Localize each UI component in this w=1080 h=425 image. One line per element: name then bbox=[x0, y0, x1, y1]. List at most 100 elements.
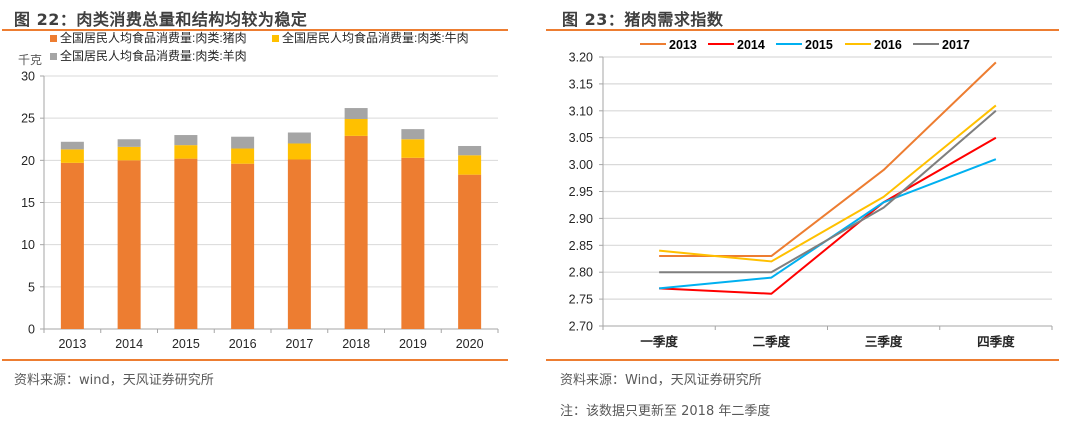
y-tick-label: 2.70 bbox=[569, 320, 593, 334]
bar-stack-2018 bbox=[344, 108, 368, 329]
legend-label: 全国居民人均食品消费量:肉类:牛肉 bbox=[282, 30, 469, 45]
legend-label: 全国居民人均食品消费量:肉类:猪肉 bbox=[60, 30, 247, 45]
chart-legend: 全国居民人均食品消费量:肉类:猪肉 全国居民人均食品消费量:肉类:牛肉全国居民人均… bbox=[50, 30, 469, 63]
bar-stack-2015 bbox=[174, 135, 198, 329]
y-tick-label: 3.20 bbox=[569, 51, 593, 65]
figure-22-panel: 图 22：肉类消费总量和结构均较为稳定 全国居民人均食品消费量:肉类:猪肉 全国居… bbox=[2, 10, 508, 388]
bar-segment bbox=[60, 141, 84, 150]
bar-stack-2019 bbox=[401, 129, 425, 329]
bar-segment bbox=[401, 129, 425, 140]
x-tick-label: 2018 bbox=[342, 337, 370, 351]
legend-swatch bbox=[272, 35, 279, 42]
bar-segment bbox=[458, 145, 482, 156]
series-line-2016 bbox=[659, 104, 997, 263]
legend-item: 2017 bbox=[913, 38, 970, 52]
x-tick-label: 2014 bbox=[115, 337, 143, 351]
y-tick-label: 2.80 bbox=[569, 266, 593, 280]
data-note: 注：该数据只更新至 2018 年二季度 bbox=[560, 404, 771, 419]
line-chart: 2013 2014 2015 2016 2017 2.70 2.75 2.80 2.85 2.90… bbox=[569, 38, 1053, 349]
y-tick-label: 2.75 bbox=[569, 293, 593, 307]
x-tick-label: 2019 bbox=[399, 337, 427, 351]
legend-item: 2015 bbox=[776, 38, 833, 52]
bar-segment bbox=[231, 136, 255, 149]
bar-segment bbox=[117, 160, 141, 329]
y-tick-label: 3.10 bbox=[569, 104, 593, 118]
x-tick-label: 一季度 bbox=[640, 334, 678, 349]
figure-23-panel: 图 23：猪肉需求指数 2013 2014 2015 2016 2017 2.70 2.75… bbox=[546, 0, 1080, 425]
bar-segment bbox=[231, 163, 255, 329]
source-note: 资料来源：wind，天风证券研究所 bbox=[14, 373, 214, 388]
bar-segment bbox=[60, 162, 84, 329]
stacked-bar-chart: 全国居民人均食品消费量:肉类:猪肉 全国居民人均食品消费量:肉类:牛肉全国居民人均… bbox=[18, 30, 499, 351]
bar-segment bbox=[344, 135, 368, 329]
bar-segment bbox=[117, 139, 141, 147]
legend-item: 2013 bbox=[640, 38, 697, 52]
title-rule bbox=[546, 29, 1059, 31]
y-tick-label: 3.05 bbox=[569, 131, 593, 145]
legend-label: 2016 bbox=[874, 38, 902, 52]
legend-item: 2014 bbox=[708, 38, 765, 52]
legend-label: 2013 bbox=[669, 38, 697, 52]
bar-segment bbox=[287, 159, 311, 329]
y-tick-label: 2.85 bbox=[569, 239, 593, 253]
legend-item: 全国居民人均食品消费量:肉类:牛肉 bbox=[272, 30, 469, 45]
figure-23-title: 图 23：猪肉需求指数 bbox=[562, 10, 724, 29]
legend-item: 全国居民人均食品消费量:肉类:猪肉 bbox=[50, 30, 247, 45]
bar-segment bbox=[174, 158, 198, 329]
bar-stack-2016 bbox=[231, 136, 255, 329]
y-tick-label: 3.15 bbox=[569, 77, 593, 91]
bar-segment bbox=[458, 174, 482, 329]
bar-segment bbox=[174, 145, 198, 159]
series-line-2014 bbox=[659, 136, 997, 295]
chart-legend: 2013 2014 2015 2016 2017 bbox=[640, 38, 970, 52]
bar-segment bbox=[344, 119, 368, 136]
x-tick-label: 2017 bbox=[285, 337, 313, 351]
legend-label: 2014 bbox=[737, 38, 765, 52]
bar-segment bbox=[117, 146, 141, 161]
x-tick-label: 三季度 bbox=[865, 334, 903, 349]
bar-segment bbox=[231, 148, 255, 164]
title-rule bbox=[2, 29, 508, 31]
bar-stack-2020 bbox=[458, 145, 482, 329]
y-tick-label: 10 bbox=[21, 238, 35, 252]
bottom-rule bbox=[546, 359, 1059, 361]
series-line-2015 bbox=[659, 158, 997, 290]
y-tick-label: 2.90 bbox=[569, 212, 593, 226]
legend-label: 2017 bbox=[942, 38, 970, 52]
bar-stack-2013 bbox=[60, 141, 84, 329]
y-axis-unit-label: 千克 bbox=[18, 53, 42, 67]
y-tick-label: 5 bbox=[28, 280, 35, 294]
legend-item: 全国居民人均食品消费量:肉类:羊肉 bbox=[50, 48, 247, 63]
y-tick-label: 0 bbox=[28, 323, 35, 337]
legend-swatch bbox=[50, 35, 57, 42]
y-tick-label: 15 bbox=[21, 196, 35, 210]
series-line-2013 bbox=[659, 61, 997, 258]
legend-swatch bbox=[50, 53, 57, 60]
x-tick-label: 四季度 bbox=[977, 334, 1015, 349]
source-note: 资料来源：Wind，天风证券研究所 bbox=[560, 373, 762, 388]
bar-segment bbox=[344, 108, 368, 120]
figure-22-title: 图 22：肉类消费总量和结构均较为稳定 bbox=[14, 10, 308, 29]
bar-segment bbox=[60, 149, 84, 163]
bar-segment bbox=[174, 135, 198, 146]
legend-label: 全国居民人均食品消费量:肉类:羊肉 bbox=[60, 48, 247, 63]
y-tick-label: 20 bbox=[21, 154, 35, 168]
x-tick-label: 二季度 bbox=[753, 334, 791, 349]
y-tick-label: 2.95 bbox=[569, 185, 593, 199]
series-line-2017 bbox=[659, 110, 997, 274]
bar-stack-2014 bbox=[117, 139, 141, 329]
bar-segment bbox=[401, 157, 425, 329]
y-tick-label: 25 bbox=[21, 112, 35, 126]
bar-segment bbox=[458, 155, 482, 175]
y-tick-label: 3.00 bbox=[569, 158, 593, 172]
x-tick-label: 2015 bbox=[172, 337, 200, 351]
bottom-rule bbox=[2, 359, 508, 361]
y-tick-label: 30 bbox=[21, 70, 35, 84]
x-tick-label: 2020 bbox=[456, 337, 484, 351]
bar-segment bbox=[287, 132, 311, 144]
x-tick-label: 2016 bbox=[229, 337, 257, 351]
bar-segment bbox=[401, 139, 425, 158]
legend-label: 2015 bbox=[805, 38, 833, 52]
legend-item: 2016 bbox=[845, 38, 902, 52]
bar-stack-2017 bbox=[287, 132, 311, 329]
